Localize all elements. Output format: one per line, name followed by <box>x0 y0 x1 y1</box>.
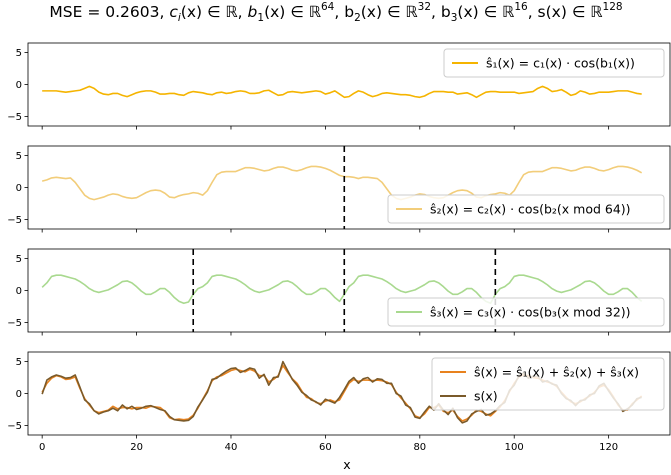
title-b2-sub: 2 <box>354 12 361 24</box>
legend-label: ŝ₁(x) = c₁(x) · cos(b₁(x)) <box>486 56 635 71</box>
legend-label: ŝ₃(x) = c₃(x) · cos(b₃(x mod 32)) <box>430 305 631 320</box>
panel-1: −5 0 5 ŝ₁(x) = c₁(x) · cos(b₁(x)) <box>7 42 671 130</box>
x-axis-label: x <box>343 457 350 471</box>
panel-2: −5 0 5 ŝ₂(x) = c₂(x) · cos(b₂(x mod 64)) <box>7 145 671 233</box>
title-b2-rest: (x) ∈ ℝ <box>361 3 418 21</box>
x-tick-label: 60 <box>319 442 332 453</box>
title-b3: , b <box>431 3 451 21</box>
title-b2: , b <box>334 3 354 21</box>
title-b3-sub: 3 <box>451 12 458 24</box>
x-tick-label: 80 <box>413 442 426 453</box>
title-c: c <box>169 3 178 21</box>
y-tick-label: 5 <box>16 48 22 59</box>
title-s: , s(x) ∈ ℝ <box>528 3 603 21</box>
x-tick-label: 20 <box>130 442 143 453</box>
legend-box <box>443 48 665 78</box>
title-b3-rest: (x) ∈ ℝ <box>457 3 514 21</box>
y-tick-label: 0 <box>16 183 22 194</box>
title-c-rest: (x) ∈ ℝ, <box>181 3 248 21</box>
x-tick-label: 100 <box>505 442 524 453</box>
y-tick-label: 5 <box>16 151 22 162</box>
title-b1-sub: 1 <box>257 12 264 24</box>
title-b2-sup: 32 <box>418 1 431 13</box>
legend-label: s(x) <box>474 389 498 404</box>
legend: ŝ(x) = ŝ₁(x) + ŝ₂(x) + ŝ₃(x) s(x) <box>431 357 665 411</box>
legend-label: ŝ(x) = ŝ₁(x) + ŝ₂(x) + ŝ₃(x) <box>474 365 639 380</box>
legend-box <box>387 194 665 224</box>
legend: ŝ₁(x) = c₁(x) · cos(b₁(x)) <box>443 48 665 78</box>
y-tick-label: 0 <box>16 389 22 400</box>
x-tick-label: 120 <box>599 442 618 453</box>
title-b3-sup: 16 <box>514 1 528 13</box>
y-tick-label: 0 <box>16 286 22 297</box>
series-line-1 <box>41 274 643 305</box>
title-s-sup: 128 <box>603 1 623 13</box>
title-b1-rest: (x) ∈ ℝ <box>264 3 321 21</box>
y-tick-label: −5 <box>7 421 22 432</box>
y-tick-label: −5 <box>7 112 22 123</box>
series-line-1 <box>42 85 642 99</box>
legend: ŝ₃(x) = c₃(x) · cos(b₃(x mod 32)) <box>387 297 665 327</box>
panel-3: −5 0 5 ŝ₃(x) = c₃(x) · cos(b₃(x mod 32)) <box>7 248 671 336</box>
title-b1: b <box>248 3 258 21</box>
legend: ŝ₂(x) = c₂(x) · cos(b₂(x mod 64)) <box>387 194 665 224</box>
legend-box <box>387 297 665 327</box>
panel-4: −5 0 5 0 20 40 60 80 100 120 ŝ(x) = ŝ₁(x) + ŝ₂(x) … <box>7 351 671 453</box>
title-mse: MSE = 0.2603, <box>49 3 169 21</box>
title-c-sub: i <box>178 12 181 24</box>
x-tick-label: 0 <box>39 442 45 453</box>
series-line-1 <box>41 165 643 201</box>
legend-label: ŝ₂(x) = c₂(x) · cos(b₂(x mod 64)) <box>430 202 631 217</box>
x-tick-label: 40 <box>225 442 238 453</box>
title-b1-sup: 64 <box>321 1 335 13</box>
chart-title: MSE = 0.2603, ci(x) ∈ ℝ, b1(x) ∈ ℝ64, b2… <box>49 1 622 24</box>
y-tick-label: 0 <box>16 80 22 91</box>
legend-box <box>431 357 665 411</box>
y-tick-label: −5 <box>7 318 22 329</box>
y-tick-label: −5 <box>7 215 22 226</box>
panels-group: −5 0 5 ŝ₁(x) = c₁(x) · cos(b₁(x)) −5 0 5 ŝ₂(x) … <box>7 42 671 453</box>
y-tick-label: 5 <box>16 357 22 368</box>
y-tick-label: 5 <box>16 254 22 265</box>
